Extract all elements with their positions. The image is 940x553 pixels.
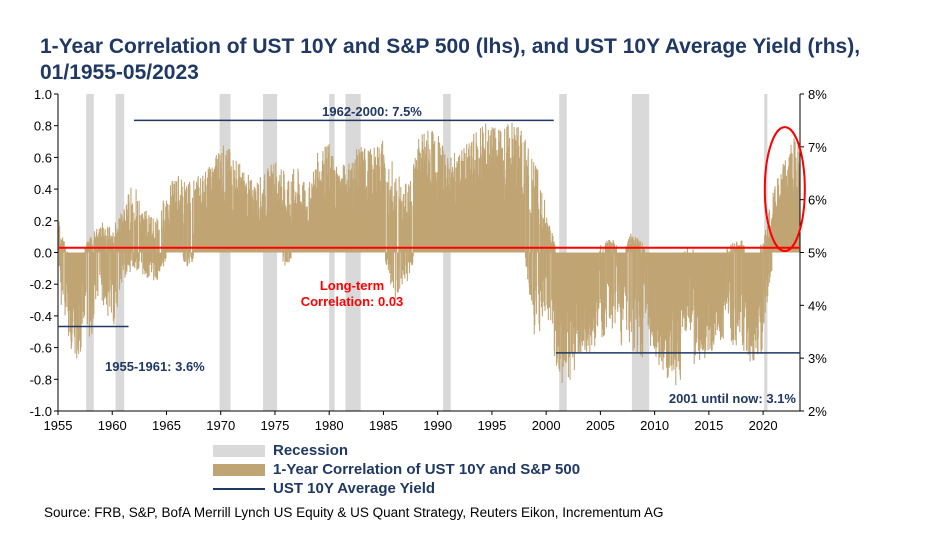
x-tick-label: 2015 — [694, 418, 723, 433]
long-term-label-line1: Long-term — [320, 278, 384, 293]
x-tick-label: 2010 — [640, 418, 669, 433]
legend-recession-label: Recession — [273, 442, 349, 459]
y-left-tick-label: -1.0 — [30, 404, 52, 419]
y-right-tick-label: 6% — [808, 193, 827, 208]
y-right-tick-label: 3% — [808, 351, 827, 366]
x-tick-label: 1970 — [206, 418, 235, 433]
chart-title: 1-Year Correlation of UST 10Y and S&P 50… — [40, 35, 861, 84]
legend-recession: Recession — [213, 441, 580, 460]
source-note: Source: FRB, S&P, BofA Merrill Lynch US … — [44, 505, 664, 520]
average-yield-label: 2001 until now: 3.1% — [669, 391, 797, 406]
legend-correlation: 1-Year Correlation of UST 10Y and S&P 50… — [213, 460, 580, 479]
y-left-tick-label: 0.2 — [34, 214, 52, 229]
x-tick-label: 1965 — [152, 418, 181, 433]
y-left-tick-label: 0.8 — [34, 119, 52, 134]
y-left-tick-label: 0.6 — [34, 150, 52, 165]
legend-correlation-label: 1-Year Correlation of UST 10Y and S&P 50… — [273, 461, 581, 478]
y-left-tick-label: -0.6 — [30, 341, 52, 356]
x-tick-label: 2020 — [749, 418, 778, 433]
average-yield-label: 1955-1961: 3.6% — [105, 359, 205, 374]
x-tick-label: 2005 — [586, 418, 615, 433]
y-left-tick-label: 0.0 — [34, 246, 52, 261]
legend-yield: UST 10Y Average Yield — [213, 479, 580, 498]
highlight-ellipse — [763, 126, 806, 253]
legend: Recession 1-Year Correlation of UST 10Y … — [213, 441, 580, 498]
long-term-label-line2: Correlation: 0.03 — [301, 294, 404, 309]
x-tick-label: 2000 — [532, 418, 561, 433]
y-right-tick-label: 5% — [808, 246, 827, 261]
legend-yield-label: UST 10Y Average Yield — [273, 480, 436, 497]
legend-yield-swatch — [213, 487, 265, 490]
y-right-tick-label: 7% — [808, 140, 827, 155]
x-tick-label: 1995 — [477, 418, 506, 433]
y-left-tick-label: -0.8 — [30, 372, 52, 387]
y-left-tick-label: 0.4 — [34, 182, 52, 197]
legend-correlation-swatch — [213, 463, 265, 476]
x-tick-label: 1955 — [44, 418, 73, 433]
x-tick-label: 1980 — [315, 418, 344, 433]
x-tick-label: 1990 — [423, 418, 452, 433]
y-left-tick-label: -0.2 — [30, 277, 52, 292]
y-right-tick-label: 8% — [808, 87, 827, 102]
x-tick-label: 1975 — [260, 418, 289, 433]
legend-recession-swatch — [213, 444, 265, 457]
average-yield-label: 1962-2000: 7.5% — [322, 104, 422, 119]
x-tick-label: 1960 — [98, 418, 127, 433]
y-right-tick-label: 4% — [808, 298, 827, 313]
y-left-tick-label: -0.4 — [30, 309, 52, 324]
x-tick-label: 1985 — [369, 418, 398, 433]
y-right-tick-label: 2% — [808, 404, 827, 419]
y-left-tick-label: 1.0 — [34, 87, 52, 102]
